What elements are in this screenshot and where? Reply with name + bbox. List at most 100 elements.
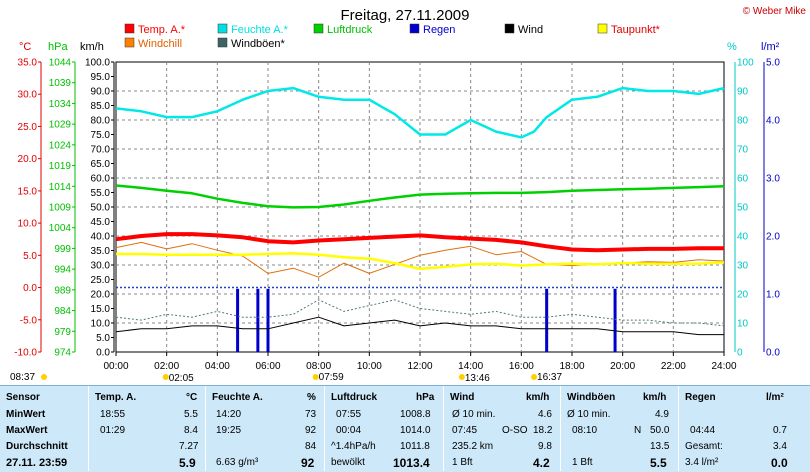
max-gust-direction: N (634, 425, 642, 436)
max-temp-time: 01:29 (100, 425, 126, 436)
current-abs-humidity: 6.63 g/m³ (216, 457, 259, 468)
tick-label-hpa: 1039 (49, 78, 72, 89)
tick-label-time: 04:00 (205, 361, 230, 372)
legend-swatch (124, 37, 135, 48)
legend-swatch (409, 23, 420, 34)
legend-swatch (124, 23, 135, 34)
tick-label-kmh: 85.0 (91, 101, 111, 112)
tick-label-temp: -10.0 (14, 348, 37, 359)
weather-chart: Freitag, 27.11.2009 © Weber Mike Temp. A… (10, 6, 807, 384)
tick-label-time: 08:00 (306, 361, 331, 372)
tick-label-hpa: 999 (54, 244, 71, 255)
tick-label-kmh: 60.0 (91, 174, 111, 185)
axis-unit-kmh: km/h (80, 41, 104, 53)
legend-label: Feuchte A.* (231, 24, 289, 36)
avg-rain-value: 3.4 (773, 441, 787, 452)
tick-label-temp: 5.0 (23, 251, 37, 262)
tick-label-hpa: 1019 (49, 161, 72, 172)
axis-unit-hpa: hPa (48, 41, 68, 53)
series-line-taupunkt (116, 252, 725, 271)
chart-title: Freitag, 27.11.2009 (341, 7, 470, 24)
header-wind-unit: km/h (526, 392, 550, 403)
row-current-label: 27.11. 23:59 (6, 457, 68, 469)
tick-label-rain: 1.0 (766, 290, 780, 301)
tick-label-rain: 5.0 (766, 58, 780, 69)
avg-hum-value: 84 (305, 441, 317, 452)
header-windboeen-unit: km/h (643, 392, 667, 403)
time-marker-label: 02:05 (169, 373, 194, 384)
min-gust-avg: Ø 10 min. (567, 409, 611, 420)
current-hum-value: 92 (301, 456, 315, 470)
axis-unit-rain: l/m² (761, 41, 780, 53)
tick-label-pct: 90 (737, 87, 749, 98)
copyright-label: © Weber Mike (743, 6, 807, 17)
avg-wind-value: 9.8 (538, 441, 552, 452)
avg-press-trend: ^1.4hPa/h (331, 441, 376, 452)
tick-label-time: 24:00 (711, 361, 736, 372)
tick-label-temp: 30.0 (18, 90, 38, 101)
max-temp-value: 8.4 (184, 425, 198, 436)
sun-marker-icon (312, 374, 319, 380)
tick-label-rain: 2.0 (766, 232, 780, 243)
tick-label-hpa: 994 (54, 265, 71, 276)
legend-label: Luftdruck (327, 24, 373, 36)
tick-label-kmh: 35.0 (91, 246, 111, 257)
tick-label-rain: 0.0 (766, 348, 780, 359)
tick-label-time: 20:00 (610, 361, 635, 372)
tick-label-hpa: 1009 (49, 203, 72, 214)
min-wind-value: 4.6 (538, 409, 552, 420)
legend-label: Regen (423, 24, 455, 36)
tick-label-rain: 4.0 (766, 116, 780, 127)
tick-label-time: 12:00 (407, 361, 432, 372)
rain-bar (266, 288, 270, 352)
tick-label-pct: 10 (737, 319, 749, 330)
max-wind-time: 07:45 (452, 425, 478, 436)
tick-label-kmh: 5.0 (96, 333, 110, 344)
series-line-wind (115, 316, 724, 336)
max-wind-value: 18.2 (533, 425, 553, 436)
tick-label-time: 06:00 (255, 361, 280, 372)
current-rain-value: 0.0 (771, 456, 788, 470)
legend-label: Windböen* (231, 38, 286, 50)
tick-label-temp: 25.0 (18, 122, 38, 133)
avg-press-value: 1011.8 (400, 441, 430, 452)
legend-swatch (504, 23, 515, 34)
header-feuchte: Feuchte A. (212, 392, 263, 403)
tick-label-kmh: 50.0 (91, 203, 111, 214)
min-temp-time: 18:55 (100, 409, 126, 420)
avg-gust-value: 13.5 (650, 441, 670, 452)
tick-label-temp: 15.0 (18, 186, 38, 197)
tick-label-kmh: 45.0 (91, 217, 111, 228)
legend-label: Wind (518, 24, 543, 36)
tick-label-pct: 40 (737, 232, 749, 243)
tick-label-hpa: 979 (54, 327, 71, 338)
row-min-label: MinWert (6, 409, 46, 420)
min-press-value: 1008.8 (400, 409, 431, 420)
avg-rain-label: Gesamt: (685, 441, 723, 452)
avg-temp-value: 7.27 (179, 441, 199, 452)
time-marker-label: 16:37 (537, 372, 562, 383)
tick-label-kmh: 70.0 (91, 145, 111, 156)
row-avg-label: Durchschnitt (6, 441, 68, 452)
tick-label-rain: 3.0 (766, 174, 780, 185)
legend-label: Windchill (138, 38, 182, 50)
tick-label-pct: 70 (737, 145, 749, 156)
header-temp-unit: °C (186, 392, 198, 403)
rain-bar (256, 288, 260, 352)
current-gust-value: 5.5 (650, 456, 667, 470)
tick-label-hpa: 1034 (49, 99, 72, 110)
tick-label-pct: 80 (737, 116, 749, 127)
min-gust-value: 4.9 (655, 409, 669, 420)
current-weather-text: bewölkt (331, 457, 365, 468)
current-rain-total: 3.4 l/m² (685, 457, 719, 468)
tick-label-time: 00:00 (103, 361, 128, 372)
axis-unit-temp: °C (19, 41, 31, 53)
tick-label-hpa: 974 (54, 348, 71, 359)
min-wind-avg: Ø 10 min. (452, 409, 496, 420)
max-hum-value: 92 (305, 425, 317, 436)
header-luftdruck: Luftdruck (331, 392, 378, 403)
tick-label-time: 16:00 (509, 361, 534, 372)
tick-label-kmh: 65.0 (91, 159, 111, 170)
tick-label-hpa: 1024 (49, 140, 72, 151)
max-press-value: 1014.0 (400, 425, 431, 436)
